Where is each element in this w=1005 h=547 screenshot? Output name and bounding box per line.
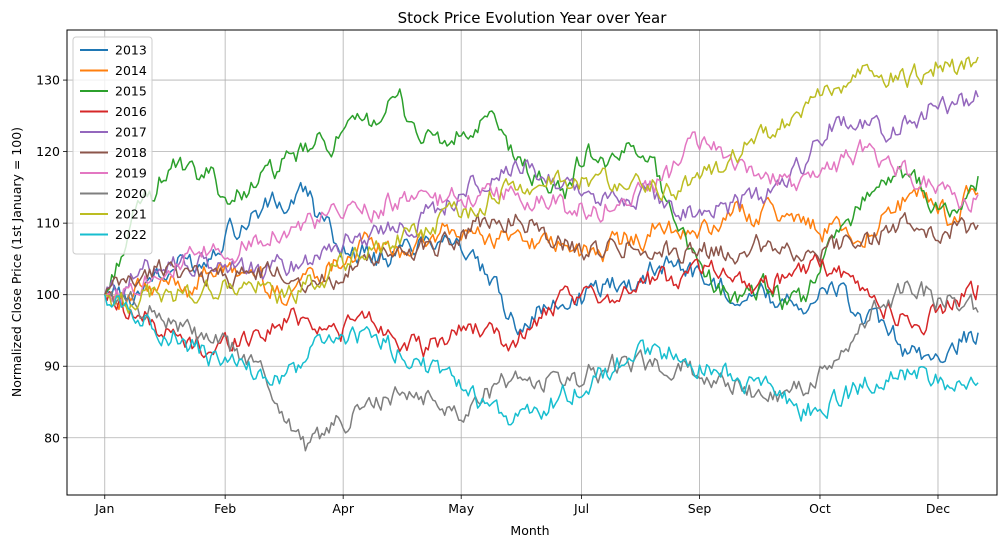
x-tick-label: Dec — [926, 501, 950, 516]
x-tick-label: May — [448, 501, 474, 516]
series-line-2022 — [104, 294, 979, 426]
series-line-2020 — [104, 280, 979, 452]
legend-label: 2013 — [115, 43, 147, 58]
legend: 2013 2014 2015 2016 2017 2018 2019 2020 2021 2022 — [72, 36, 153, 255]
y-tick-label: 120 — [36, 144, 60, 159]
series-line-2014 — [104, 184, 979, 311]
legend-label: 2021 — [115, 207, 147, 222]
series-line-2018 — [104, 212, 979, 295]
legend-label: 2017 — [115, 125, 147, 140]
y-axis-title: Normalized Close Price (1st January = 10… — [9, 127, 24, 397]
y-tick-label: 90 — [44, 359, 60, 374]
y-tick-label: 100 — [36, 287, 60, 302]
x-axis-title: Month — [510, 523, 549, 538]
series-line-2013 — [104, 181, 979, 364]
x-tick-label: Feb — [214, 501, 236, 516]
series-line-2017 — [104, 90, 979, 298]
x-tick-label: Apr — [332, 501, 354, 516]
series-line-2021 — [104, 56, 979, 314]
legend-label: 2015 — [115, 84, 147, 99]
x-tick-label: Sep — [688, 501, 712, 516]
y-axis-ticks: 80 90 100 110 120 130 — [36, 73, 67, 445]
x-axis-ticks: Jan Feb Apr May Jul Sep Oct Dec — [94, 495, 950, 516]
y-tick-label: 110 — [36, 216, 60, 231]
legend-label: 2020 — [115, 186, 147, 201]
legend-label: 2016 — [115, 104, 147, 119]
chart-title: Stock Price Evolution Year over Year — [398, 9, 668, 27]
legend-label: 2019 — [115, 166, 147, 181]
series-line-2019 — [104, 131, 979, 303]
plot-frame — [66, 29, 998, 496]
series-lines — [104, 56, 979, 452]
y-tick-label: 80 — [44, 430, 60, 445]
x-tick-label: Jul — [573, 501, 589, 516]
y-tick-label: 130 — [36, 73, 60, 88]
legend-label: 2014 — [115, 63, 147, 78]
x-tick-label: Jan — [94, 501, 114, 516]
series-line-2016 — [104, 252, 979, 359]
legend-label: 2022 — [115, 227, 147, 242]
x-tick-label: Oct — [809, 501, 831, 516]
legend-label: 2018 — [115, 145, 147, 160]
